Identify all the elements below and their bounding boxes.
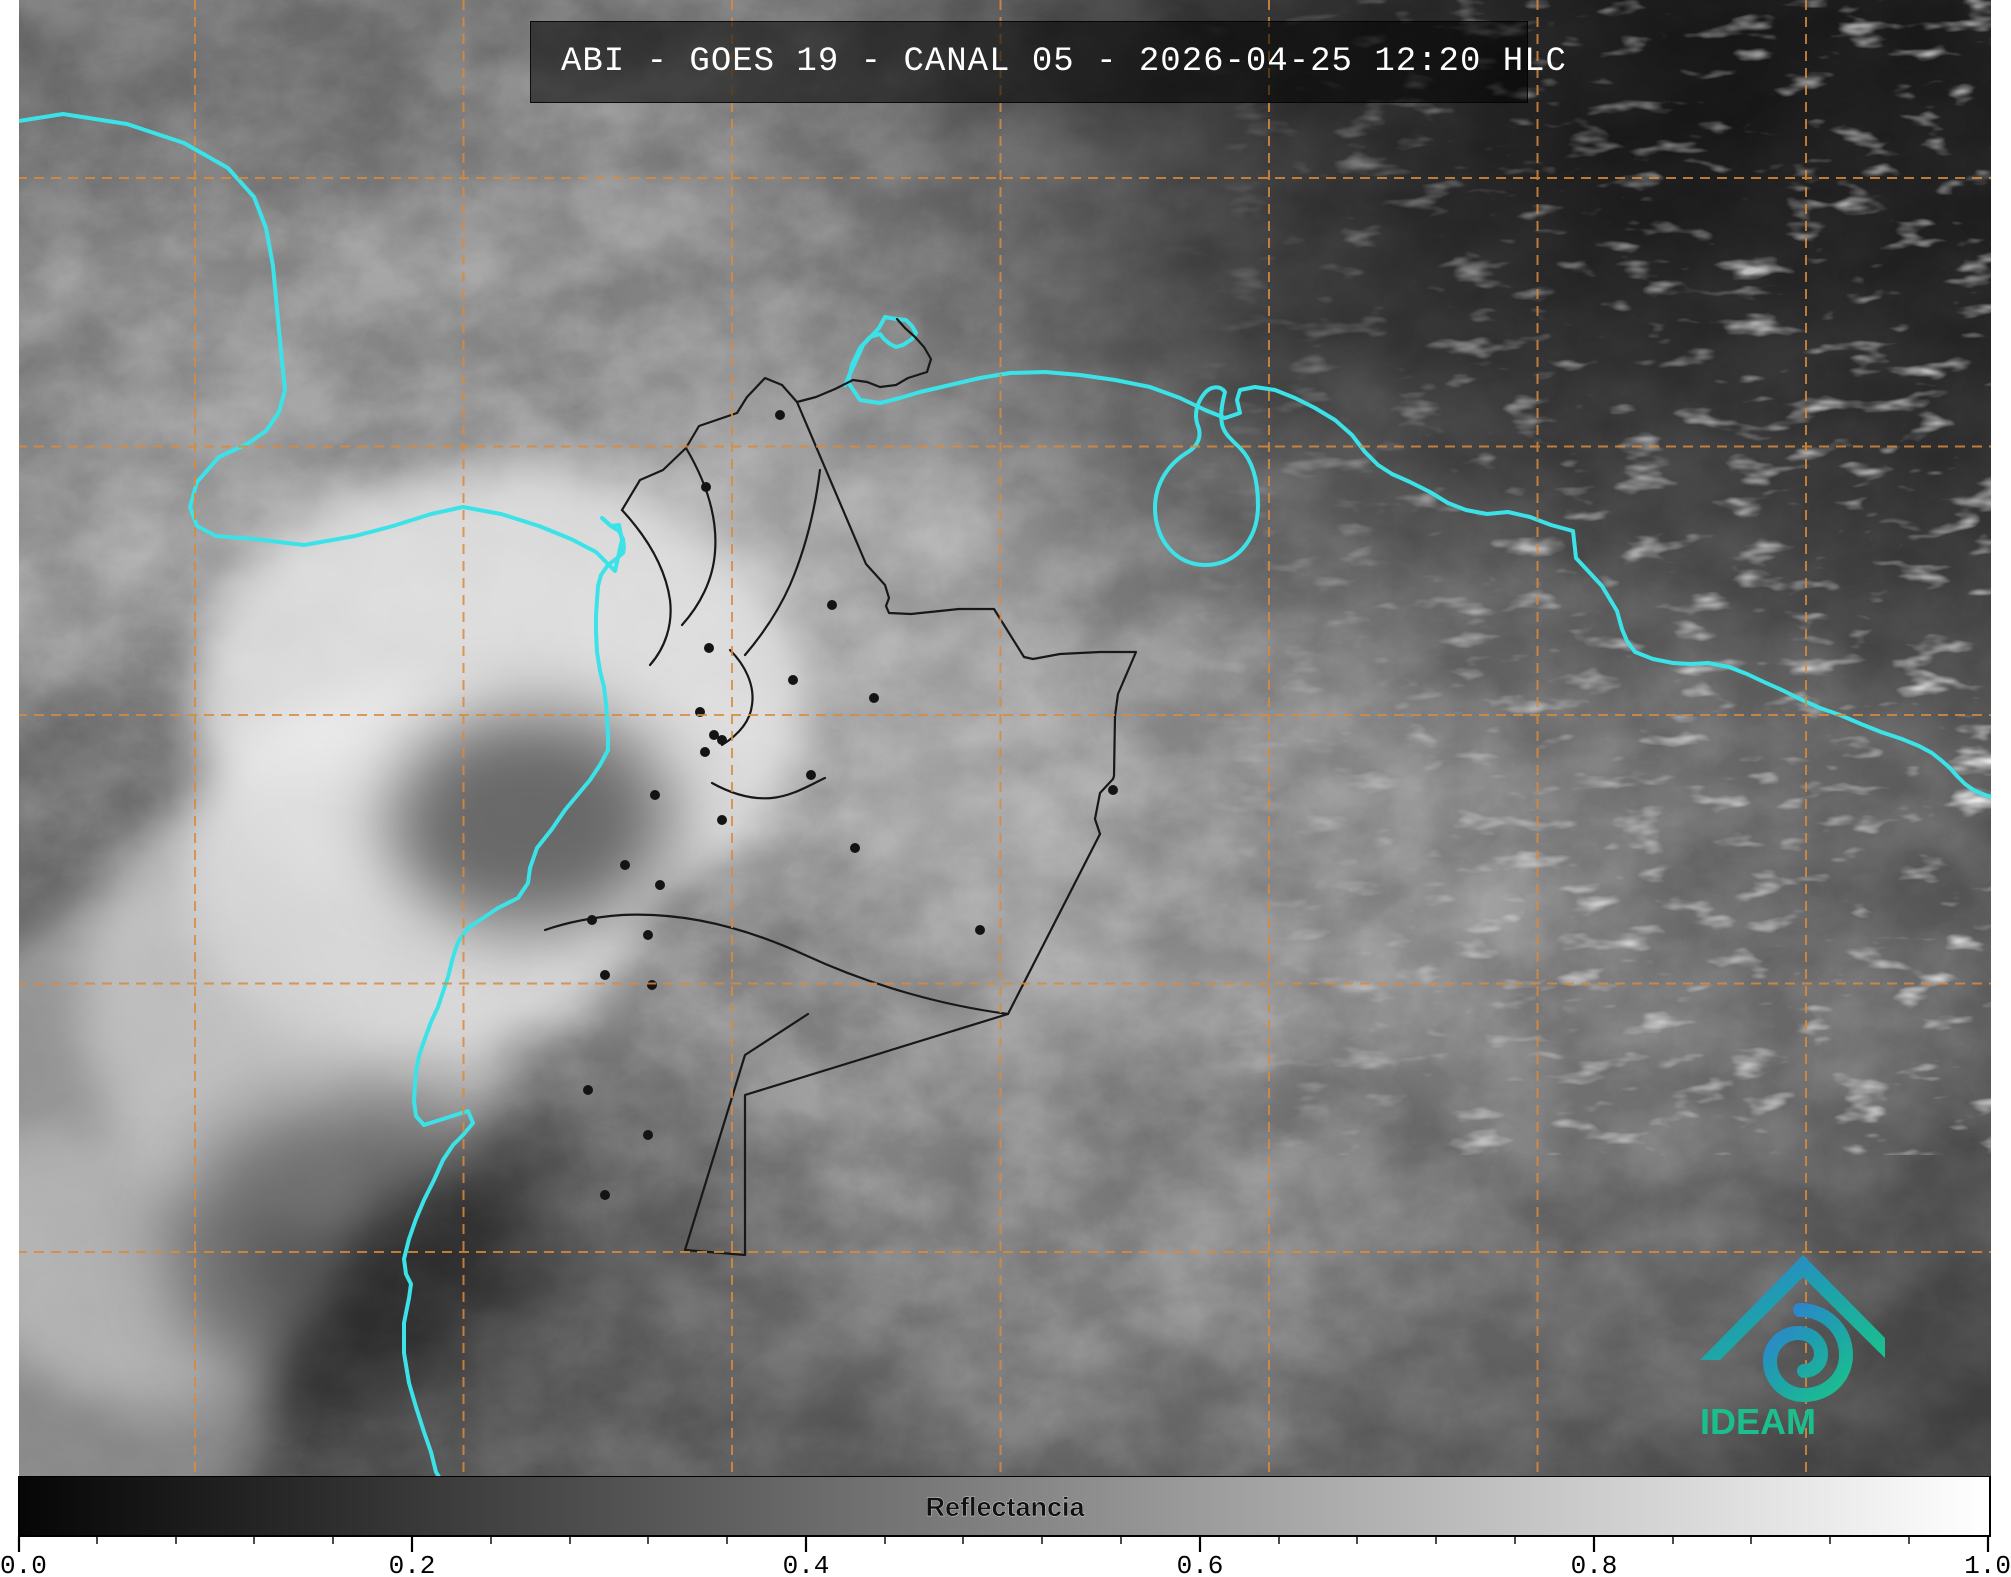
- svg-text:IDEAM: IDEAM: [1700, 1401, 1816, 1442]
- svg-text:0.8: 0.8: [1571, 1551, 1618, 1577]
- svg-text:0.4: 0.4: [783, 1551, 830, 1577]
- svg-text:1.0: 1.0: [1964, 1551, 2011, 1577]
- svg-text:0.6: 0.6: [1177, 1551, 1224, 1577]
- svg-text:0.0: 0.0: [0, 1551, 47, 1577]
- svg-text:Reflectancia: Reflectancia: [925, 1492, 1085, 1522]
- svg-text:0.2: 0.2: [389, 1551, 436, 1577]
